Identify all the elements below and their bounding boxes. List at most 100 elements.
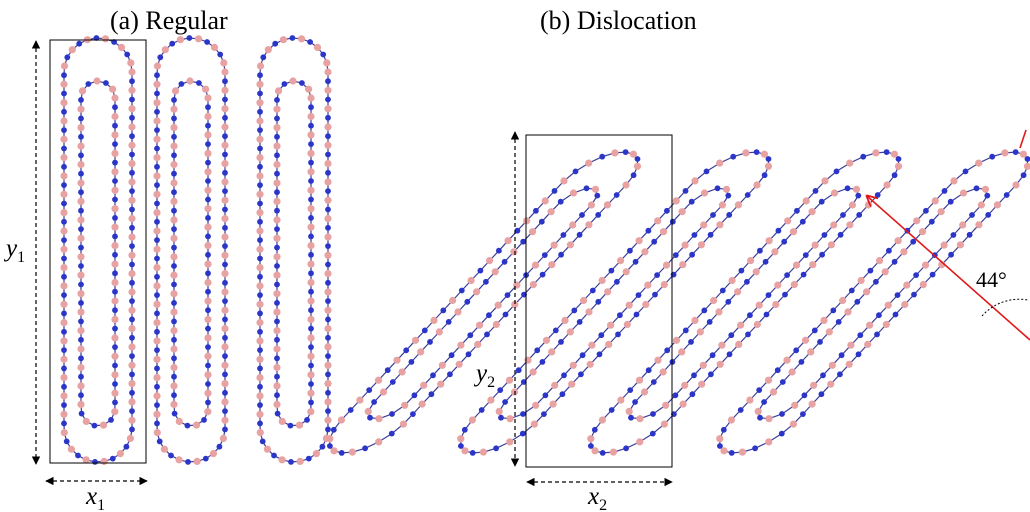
atom-nitrogen xyxy=(171,226,177,233)
atom-boron xyxy=(506,415,514,423)
atom-nitrogen xyxy=(874,331,880,338)
atom-nitrogen xyxy=(204,39,211,45)
atom-nitrogen xyxy=(222,206,228,213)
atom-nitrogen xyxy=(534,347,541,354)
atom-nitrogen xyxy=(274,373,280,380)
atom-nitrogen xyxy=(325,78,331,85)
atom-boron xyxy=(654,356,662,364)
atom-boron xyxy=(297,35,306,43)
atom-nitrogen xyxy=(708,371,714,378)
atom-boron xyxy=(765,237,773,245)
atom-boron xyxy=(411,336,420,344)
atom-boron xyxy=(660,281,668,289)
atom-nitrogen xyxy=(154,383,160,390)
atom-nitrogen xyxy=(78,373,84,380)
atom-nitrogen xyxy=(205,178,211,184)
atom-nitrogen xyxy=(61,108,67,115)
atom-boron xyxy=(111,260,119,268)
atom-nitrogen xyxy=(929,271,936,278)
atom-boron xyxy=(807,348,815,356)
atom-nitrogen xyxy=(599,450,606,456)
atom-boron xyxy=(603,201,612,209)
atom-boron xyxy=(192,421,201,429)
atom-nitrogen xyxy=(801,392,808,399)
atom-boron xyxy=(956,241,965,249)
atom-boron xyxy=(256,172,264,180)
atom-nitrogen xyxy=(112,307,118,314)
bond-chain xyxy=(719,151,1029,454)
atom-nitrogen xyxy=(308,178,314,184)
atom-nitrogen xyxy=(950,232,957,238)
atom-boron xyxy=(662,261,671,269)
atom-nitrogen xyxy=(271,452,277,459)
atom-boron xyxy=(611,149,619,157)
atom-nitrogen xyxy=(325,371,331,378)
atom-nitrogen xyxy=(891,258,898,265)
atom-boron xyxy=(111,112,119,121)
atom-nitrogen xyxy=(520,411,526,417)
atom-nitrogen xyxy=(973,185,980,192)
atom-boron xyxy=(204,242,212,250)
atom-nitrogen xyxy=(64,54,71,61)
atom-boron xyxy=(273,216,281,224)
atom-boron xyxy=(644,281,652,289)
atom-boron xyxy=(324,270,332,278)
atom-boron xyxy=(256,282,264,290)
atom-nitrogen xyxy=(112,233,118,240)
atom-nitrogen xyxy=(308,307,314,314)
atom-boron xyxy=(580,296,588,305)
atom-nitrogen xyxy=(579,352,586,359)
atom-nitrogen xyxy=(551,188,558,194)
atom-nitrogen xyxy=(325,114,331,121)
atom-nitrogen xyxy=(217,51,224,58)
atom-nitrogen xyxy=(962,168,969,175)
atom-boron xyxy=(551,381,559,389)
atom-nitrogen xyxy=(701,307,708,314)
atom-nitrogen xyxy=(560,232,567,238)
atom-nitrogen xyxy=(308,251,314,258)
atom-boron xyxy=(356,396,364,404)
panel-b-unit-cell xyxy=(525,134,673,468)
atom-nitrogen xyxy=(669,218,676,225)
atom-boron xyxy=(204,131,212,139)
atom-boron xyxy=(170,290,178,298)
atom-boron xyxy=(307,112,315,121)
atom-boron xyxy=(256,319,264,327)
atom-boron xyxy=(160,445,168,453)
atom-nitrogen xyxy=(154,328,160,335)
atom-boron xyxy=(541,197,549,205)
atom-nitrogen xyxy=(129,426,135,433)
atom-boron xyxy=(153,374,161,382)
atom-boron xyxy=(324,398,332,406)
atom-nitrogen xyxy=(707,231,714,238)
atom-boron xyxy=(728,276,736,285)
atom-boron xyxy=(746,396,754,404)
atom-nitrogen xyxy=(427,339,433,345)
atom-nitrogen xyxy=(775,227,782,234)
atom-nitrogen xyxy=(171,244,177,251)
atom-nitrogen xyxy=(129,114,135,121)
atom-boron xyxy=(568,380,576,388)
atom-boron xyxy=(742,149,750,157)
atom-nitrogen xyxy=(85,81,92,87)
atom-nitrogen xyxy=(389,379,396,385)
atom-nitrogen xyxy=(966,231,973,238)
atom-boron xyxy=(755,301,763,309)
atom-nitrogen xyxy=(765,292,772,298)
atom-nitrogen xyxy=(421,327,428,334)
atom-nitrogen xyxy=(608,267,615,274)
atom-boron xyxy=(530,420,539,428)
atom-boron xyxy=(715,308,723,316)
atom-boron xyxy=(153,300,161,308)
atom-nitrogen xyxy=(154,90,160,97)
atom-boron xyxy=(307,371,315,379)
atom-nitrogen xyxy=(837,231,844,238)
atom-boron xyxy=(256,209,264,217)
atom-nitrogen xyxy=(623,445,629,452)
atom-boron xyxy=(764,376,773,384)
atom-boron xyxy=(735,340,743,348)
atom-boron xyxy=(204,94,212,102)
atom-boron xyxy=(170,234,178,242)
atom-nitrogen xyxy=(222,389,228,396)
atom-nitrogen xyxy=(78,97,84,103)
